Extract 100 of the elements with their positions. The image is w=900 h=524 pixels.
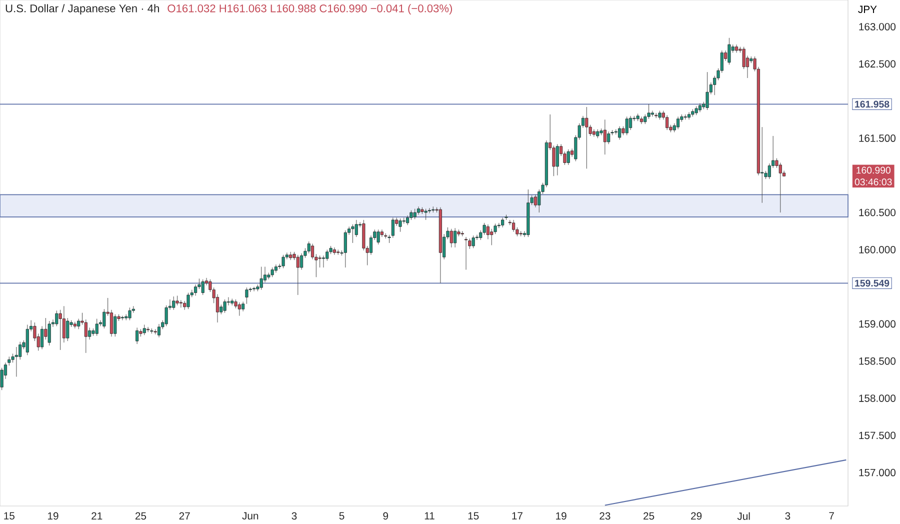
candlestick [318, 255, 322, 268]
candlestick [300, 253, 304, 270]
candlestick [110, 310, 114, 337]
text: 160.990 [856, 166, 890, 174]
x-tick-label: 17 [512, 512, 522, 520]
candlestick [84, 319, 88, 354]
candlestick [629, 116, 632, 130]
x-tick-label: 29 [691, 512, 702, 520]
x-tick-label: 25 [135, 512, 146, 520]
candlestick [186, 292, 190, 310]
candlestick [512, 220, 516, 232]
x-tick-label: 5 [339, 512, 344, 520]
candlestick [14, 346, 18, 377]
candlestick [351, 224, 354, 244]
candlestick [114, 314, 117, 337]
candlestick [618, 126, 622, 140]
candlestick [146, 326, 150, 332]
candlestick [376, 229, 380, 245]
chart-subtitle: O161.032 H161.063 L160.988 C160.990 −0.041 (−0.03%) [168, 4, 452, 15]
candlestick [497, 222, 500, 228]
candlestick [245, 287, 248, 304]
candlestick [95, 318, 98, 336]
candlestick [142, 324, 146, 336]
ref-line-label: 159.549 [855, 280, 890, 287]
candlestick [369, 235, 373, 256]
candlestick [322, 255, 326, 268]
x-tick-label: 23 [600, 512, 610, 520]
candlestick [556, 144, 559, 176]
x-tick-label: Jun [242, 512, 258, 520]
x-tick-label: 19 [48, 512, 58, 520]
candlestick [472, 235, 475, 248]
x-tick-label: 3 [292, 512, 297, 520]
candlestick [706, 72, 709, 110]
candlestick [201, 279, 204, 296]
candlestick [640, 116, 644, 124]
candlestick [728, 38, 731, 65]
candlestick [650, 110, 654, 117]
candlestick [310, 243, 314, 260]
candlestick [242, 301, 245, 312]
candlestick [176, 295, 179, 306]
candlestick [778, 162, 782, 213]
candlestick [566, 149, 570, 166]
x-tick-label: 21 [92, 512, 102, 520]
y-tick-label: 162.500 [859, 60, 896, 68]
candlestick [424, 208, 428, 220]
candlestick [607, 131, 610, 144]
candlestick [428, 208, 432, 214]
candlestick [666, 114, 669, 130]
candlestick [216, 294, 220, 323]
candlestick [501, 217, 504, 228]
y-tick-label: 157.000 [859, 468, 896, 476]
candlestick [534, 194, 538, 208]
candlestick [238, 302, 241, 316]
candlestick [260, 266, 263, 290]
x-tick-label: 27 [179, 512, 190, 520]
candlestick [486, 224, 490, 240]
x-tick-label: 25 [644, 512, 654, 520]
candlestick [48, 320, 51, 346]
candlestick [58, 310, 62, 350]
candlestick [73, 321, 76, 329]
y-tick-label: 161.500 [859, 134, 896, 142]
candlestick [62, 306, 66, 343]
x-tick-label: 9 [383, 512, 388, 520]
candlestick [603, 119, 606, 155]
y-tick-label: 157.500 [859, 432, 896, 440]
y-tick-label: 160.000 [859, 246, 896, 254]
candlestick [687, 112, 691, 120]
candlestick [172, 296, 176, 310]
candlestick [450, 228, 453, 248]
candlestick [270, 267, 274, 278]
candlestick [282, 254, 285, 268]
candlestick [676, 116, 680, 130]
candlestick [157, 324, 161, 338]
y-tick-label: 158.000 [859, 394, 896, 402]
candlestick [332, 247, 336, 256]
candlestick [26, 324, 29, 356]
y-axis-title: JPY [858, 6, 877, 14]
candlestick [77, 318, 80, 330]
candlestick [454, 228, 457, 248]
candlestick [223, 299, 226, 314]
x-tick-label: 3 [785, 512, 790, 520]
text: 03:46:03 [854, 178, 892, 186]
x-tick-label: 7 [829, 512, 834, 520]
candlestick [136, 327, 139, 344]
candlestick [585, 106, 588, 169]
candlestick [406, 215, 410, 226]
candlestick [194, 284, 198, 296]
y-tick-label: 160.500 [859, 208, 896, 216]
candlestick [296, 254, 300, 296]
y-tick-label: 158.500 [859, 357, 896, 365]
candlestick [413, 208, 416, 220]
x-tick-label: 15 [468, 512, 479, 520]
x-tick-label: 19 [556, 512, 566, 520]
candlestick [768, 163, 771, 180]
y-tick-label: 163.000 [859, 23, 896, 30]
candlestick [344, 230, 347, 268]
candlestick [391, 217, 394, 238]
x-tick-label: Jul [737, 512, 750, 520]
candlestick [464, 236, 468, 270]
candlestick [625, 116, 628, 136]
